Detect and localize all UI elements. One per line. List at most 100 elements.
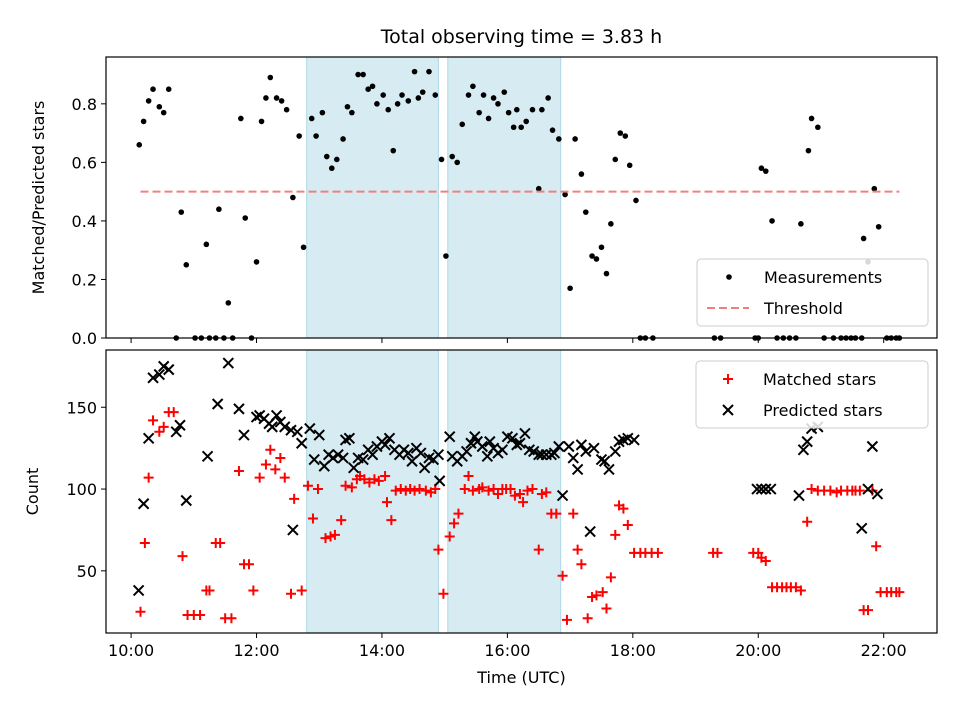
data-point <box>400 485 411 496</box>
legend-label: Predicted stars <box>763 401 883 420</box>
data-point <box>318 460 330 472</box>
data-point <box>459 484 470 495</box>
data-point <box>628 434 640 446</box>
data-point <box>394 101 401 107</box>
data-point <box>460 445 473 458</box>
data-point <box>580 445 592 458</box>
data-point <box>582 613 593 624</box>
data-point <box>319 109 326 116</box>
data-point <box>139 538 150 549</box>
data-point <box>260 459 271 470</box>
data-point <box>551 508 562 519</box>
data-point <box>449 518 460 529</box>
data-point <box>449 153 455 160</box>
data-point <box>484 435 496 448</box>
data-point <box>584 525 596 538</box>
data-point <box>443 430 456 443</box>
data-point <box>420 485 431 496</box>
data-point <box>860 235 867 242</box>
data-point <box>485 115 492 122</box>
legend-label: Threshold <box>763 299 843 318</box>
data-point <box>225 300 232 306</box>
data-point <box>572 544 583 555</box>
data-point <box>470 83 476 90</box>
data-point <box>801 435 813 448</box>
data-point <box>258 118 265 125</box>
data-point <box>323 153 330 160</box>
data-point <box>496 444 509 456</box>
data-point <box>609 445 621 458</box>
data-point <box>359 474 370 485</box>
data-point <box>626 162 633 169</box>
data-point <box>871 185 878 192</box>
data-point <box>501 89 508 95</box>
x-tick-label: 20:00 <box>735 641 781 660</box>
data-point <box>438 156 445 163</box>
x-tick-label: 22:00 <box>861 641 907 660</box>
data-point <box>576 559 587 570</box>
legend-box <box>696 258 929 327</box>
data-point <box>528 445 540 458</box>
legend: Matched stars Predicted stars <box>695 360 929 429</box>
data-point <box>561 614 572 625</box>
data-point <box>302 480 313 491</box>
data-point <box>760 483 772 495</box>
data-point <box>563 440 575 453</box>
data-point <box>492 488 503 499</box>
data-point <box>132 584 145 597</box>
x-tick-label: 18:00 <box>610 641 656 660</box>
data-point <box>518 124 524 131</box>
data-point <box>760 556 771 567</box>
data-point <box>296 133 302 139</box>
data-point <box>300 244 307 251</box>
data-point <box>243 559 254 570</box>
axes-frame <box>105 349 938 634</box>
data-point <box>215 538 226 549</box>
series-measurements <box>136 68 903 341</box>
data-point <box>612 156 619 163</box>
y-tick-label: 0.4 <box>72 212 97 231</box>
data-point <box>283 106 290 113</box>
data-point <box>304 422 316 435</box>
data-point <box>248 585 259 596</box>
data-point <box>165 86 172 92</box>
data-point <box>204 585 215 596</box>
data-point <box>203 241 210 248</box>
data-point <box>443 253 449 259</box>
data-point <box>340 136 346 142</box>
data-point <box>381 497 392 508</box>
data-point <box>395 484 406 495</box>
data-point <box>313 429 325 441</box>
shaded-interval <box>447 56 562 339</box>
data-point <box>575 439 588 451</box>
series-matched-stars <box>135 407 905 625</box>
data-point <box>290 194 296 201</box>
data-point <box>438 588 449 599</box>
data-point <box>177 551 188 562</box>
data-point <box>238 115 244 122</box>
data-point <box>157 360 170 373</box>
x-tick-label: 10:00 <box>108 641 154 660</box>
data-point <box>270 464 281 475</box>
data-point <box>226 613 237 624</box>
data-point <box>170 426 182 438</box>
data-point <box>325 531 336 542</box>
data-point <box>160 109 167 116</box>
data-point <box>233 466 244 477</box>
data-point <box>145 98 152 104</box>
data-point <box>535 185 542 192</box>
data-point <box>267 74 274 81</box>
data-point <box>148 415 159 426</box>
data-point <box>399 92 405 98</box>
data-point <box>536 488 547 499</box>
data-point <box>808 115 815 122</box>
data-point <box>336 515 347 526</box>
data-point <box>557 570 568 581</box>
data-point <box>409 485 420 496</box>
data-point <box>562 191 568 198</box>
data-point <box>414 484 425 495</box>
y-tick-label: 50 <box>77 562 97 581</box>
data-point <box>308 115 315 122</box>
data-point <box>380 470 391 481</box>
data-point <box>765 483 777 495</box>
